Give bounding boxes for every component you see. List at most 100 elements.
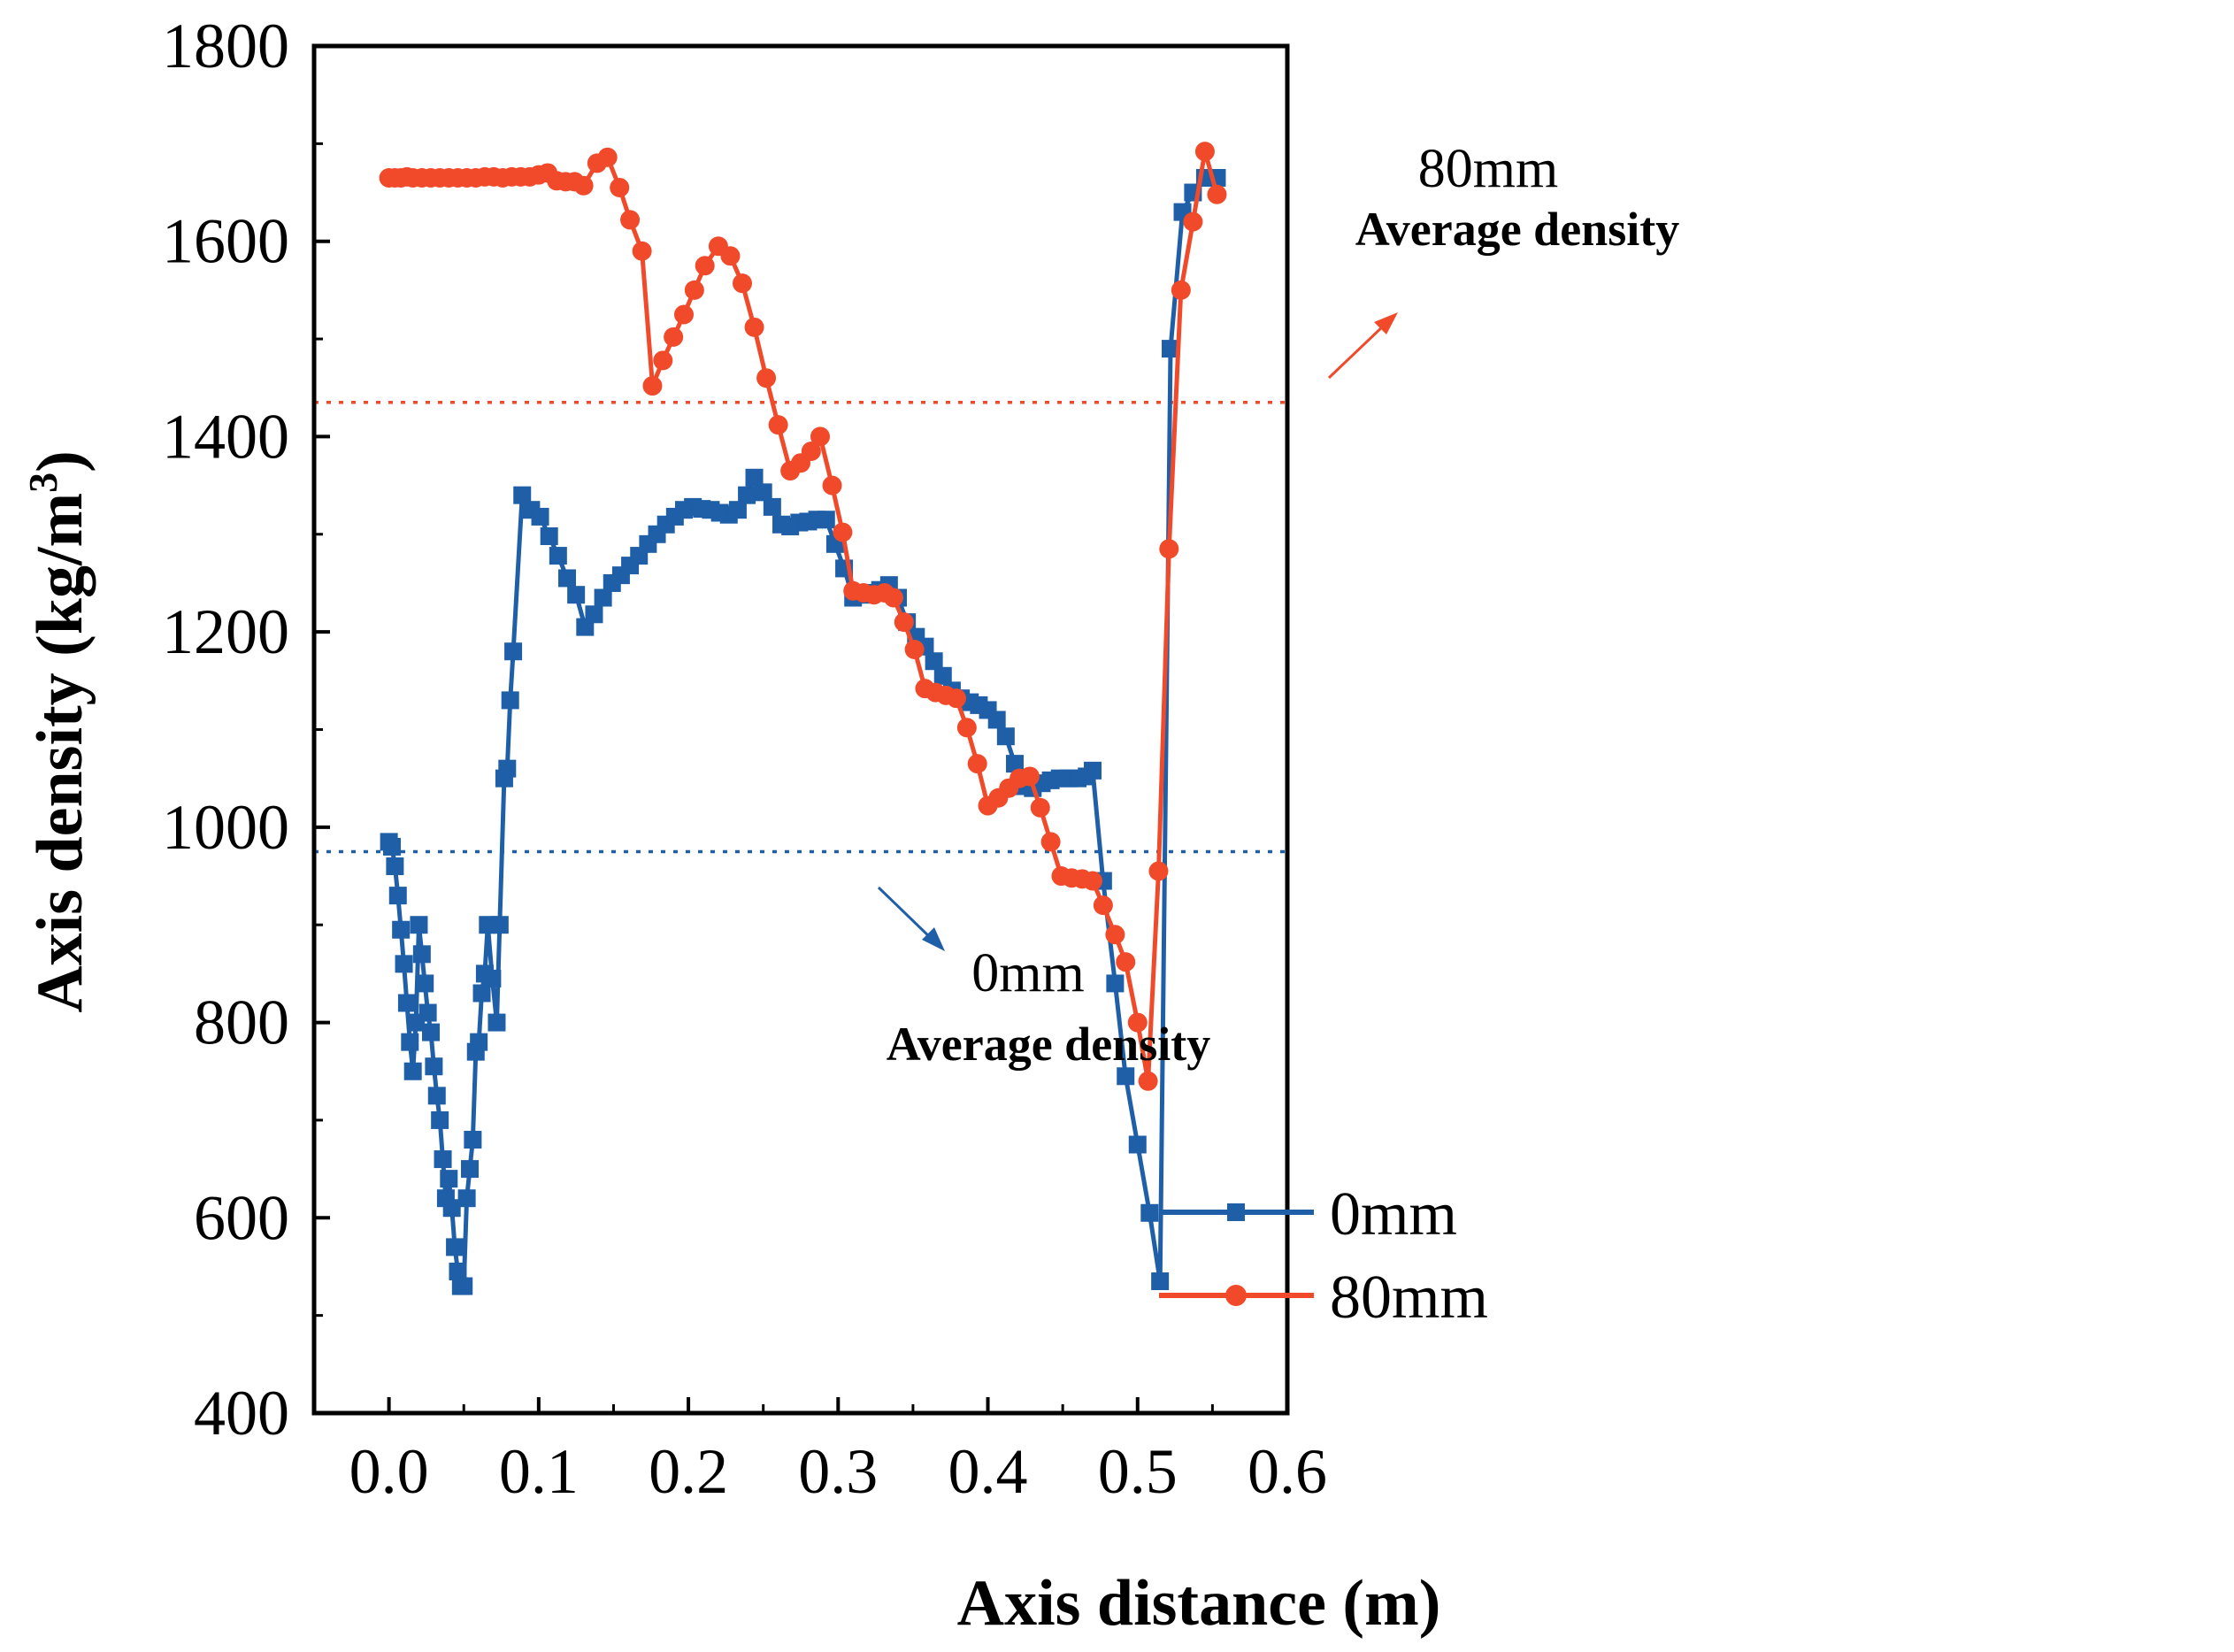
data-point-80mm [642,376,663,396]
y-tick-label: 1800 [162,11,289,81]
data-point-80mm [610,178,630,198]
data-point-0mm [392,920,411,939]
data-point-0mm [446,1238,464,1256]
data-point-0mm [763,497,781,516]
annotation-80mm-arrowhead [1374,312,1398,334]
data-point-0mm [501,691,519,710]
y-axis-title-superscript: 3 [20,473,65,493]
data-point-0mm [422,1023,440,1041]
x-tick-label: 0.3 [798,1436,878,1507]
data-point-0mm [817,511,835,529]
data-point-0mm [464,1131,482,1149]
x-tick-label: 0.4 [948,1436,1028,1507]
data-point-80mm [597,147,618,167]
data-point-80mm [1116,952,1136,972]
data-point-0mm [383,837,401,856]
data-point-80mm [894,612,914,633]
legend-0mm-marker [1227,1203,1245,1221]
annotation-0mm-value: 0mm [971,943,1084,1003]
data-point-0mm [1151,1272,1170,1291]
data-series [379,142,1227,1295]
data-point-80mm [967,754,987,774]
data-point-0mm [416,974,434,993]
x-axis-title: Axis distance (m) [957,1567,1441,1640]
data-point-0mm [483,969,502,987]
data-point-80mm [744,317,764,337]
data-point-0mm [558,569,576,588]
data-point-0mm [440,1170,458,1188]
data-point-80mm [904,640,925,660]
x-tick-label: 0.5 [1098,1436,1178,1507]
data-point-80mm [733,273,752,294]
y-tick-label: 1400 [162,401,289,472]
data-point-0mm [1117,1067,1135,1086]
y-axis-title-main: Axis density (kg/m [24,493,96,1013]
x-tick-label: 0.6 [1248,1436,1327,1507]
data-point-80mm [1083,871,1102,891]
data-point-0mm [455,1277,473,1295]
data-point-80mm [947,688,966,709]
data-point-80mm [1127,1012,1148,1033]
data-point-0mm [412,945,431,964]
reference-lines [314,401,1287,854]
annotation-0mm-arrow-line [877,886,934,941]
data-point-0mm [1140,1203,1159,1222]
data-point-0mm [431,1110,449,1129]
data-point-0mm [410,916,428,934]
y-tick-label: 600 [194,1182,289,1253]
y-tick-label: 400 [194,1378,289,1448]
legend-0mm-label: 0mm [1330,1180,1457,1249]
data-point-0mm [472,984,491,1003]
data-point-0mm [388,887,407,905]
data-point-0mm [470,1033,488,1051]
data-point-0mm [386,857,404,875]
tick-labels: 0.0 0.1 0.2 0.3 0.4 0.5 0.6 400 600 800 1000 1200 14… [162,11,1327,1507]
data-point-0mm [513,486,532,504]
data-point-0mm [498,759,517,778]
y-axis-title-close: ) [24,450,96,473]
data-point-80mm [664,327,684,347]
data-point-80mm [674,304,694,325]
annotation-80mm-value: 80mm [1418,139,1558,199]
data-point-0mm [1162,340,1179,358]
data-point-0mm [567,586,586,604]
data-point-0mm [504,642,523,661]
legend: 0mm 80mm [1159,1180,1488,1332]
data-point-80mm [883,588,903,608]
data-point-0mm [1128,1135,1147,1154]
data-point-0mm [925,652,943,671]
data-point-80mm [1040,832,1061,852]
data-point-0mm [442,1199,461,1218]
data-point-80mm [653,350,673,371]
data-point-80mm [1093,895,1113,916]
data-point-80mm [768,415,788,435]
data-point-80mm [573,175,594,196]
data-point-0mm [395,955,413,973]
data-point-80mm [1030,797,1050,818]
data-point-80mm [1148,861,1169,881]
y-tick-label: 1600 [162,206,289,277]
data-point-80mm [1207,184,1227,204]
data-point-0mm [754,483,772,502]
data-point-80mm [833,522,853,542]
data-point-0mm [1006,755,1024,773]
legend-80mm-label: 80mm [1330,1264,1488,1332]
data-point-80mm [1159,539,1179,559]
data-point-80mm [620,210,641,230]
data-point-0mm [434,1150,452,1169]
data-point-0mm [457,1189,476,1208]
annotation-0mm-arrowhead [922,927,945,951]
data-point-0mm [449,1262,467,1280]
legend-80mm-marker [1225,1285,1247,1306]
legend-item-0mm: 0mm [1159,1180,1457,1249]
data-point-80mm [956,718,977,738]
data-point-80mm [801,441,821,461]
data-point-80mm [756,368,777,388]
data-point-0mm [461,1160,479,1179]
data-point-0mm [728,501,747,519]
x-tick-label: 0.0 [349,1436,429,1507]
data-point-0mm [594,588,612,607]
data-point-0mm [933,666,952,685]
